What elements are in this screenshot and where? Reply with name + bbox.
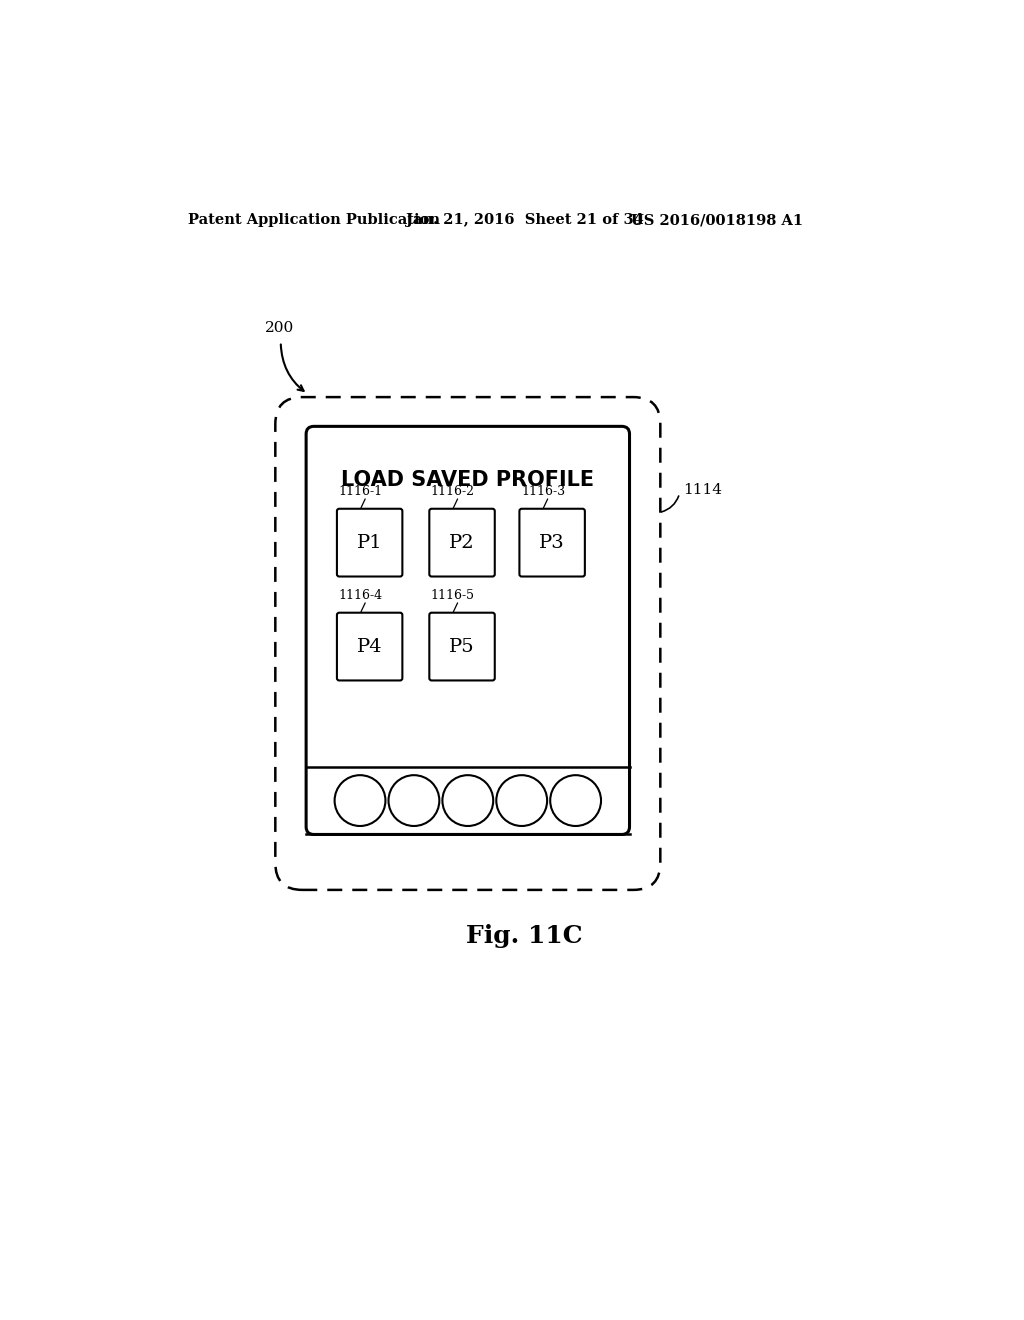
Ellipse shape xyxy=(497,775,547,826)
Text: 1116-3: 1116-3 xyxy=(521,486,565,499)
FancyBboxPatch shape xyxy=(337,508,402,577)
FancyBboxPatch shape xyxy=(429,508,495,577)
Text: P4: P4 xyxy=(356,638,382,656)
Text: P2: P2 xyxy=(450,533,475,552)
Text: 200: 200 xyxy=(265,321,295,335)
Text: P1: P1 xyxy=(356,533,382,552)
Text: 1114: 1114 xyxy=(683,483,722,496)
Text: 1116-4: 1116-4 xyxy=(339,589,383,602)
FancyBboxPatch shape xyxy=(519,508,585,577)
Ellipse shape xyxy=(388,775,439,826)
Text: P3: P3 xyxy=(540,533,565,552)
Text: 1116-1: 1116-1 xyxy=(339,486,383,499)
Text: Fig. 11C: Fig. 11C xyxy=(467,924,583,948)
Text: P5: P5 xyxy=(450,638,475,656)
Text: 1116-5: 1116-5 xyxy=(431,589,475,602)
FancyBboxPatch shape xyxy=(429,612,495,681)
Text: 1116-2: 1116-2 xyxy=(431,486,475,499)
Text: Patent Application Publication: Patent Application Publication xyxy=(188,213,440,227)
Text: LOAD SAVED PROFILE: LOAD SAVED PROFILE xyxy=(341,470,594,490)
Ellipse shape xyxy=(335,775,385,826)
Ellipse shape xyxy=(550,775,601,826)
Ellipse shape xyxy=(442,775,494,826)
FancyBboxPatch shape xyxy=(337,612,402,681)
Text: Jan. 21, 2016  Sheet 21 of 34: Jan. 21, 2016 Sheet 21 of 34 xyxy=(407,213,644,227)
FancyBboxPatch shape xyxy=(306,426,630,834)
Text: US 2016/0018198 A1: US 2016/0018198 A1 xyxy=(631,213,803,227)
